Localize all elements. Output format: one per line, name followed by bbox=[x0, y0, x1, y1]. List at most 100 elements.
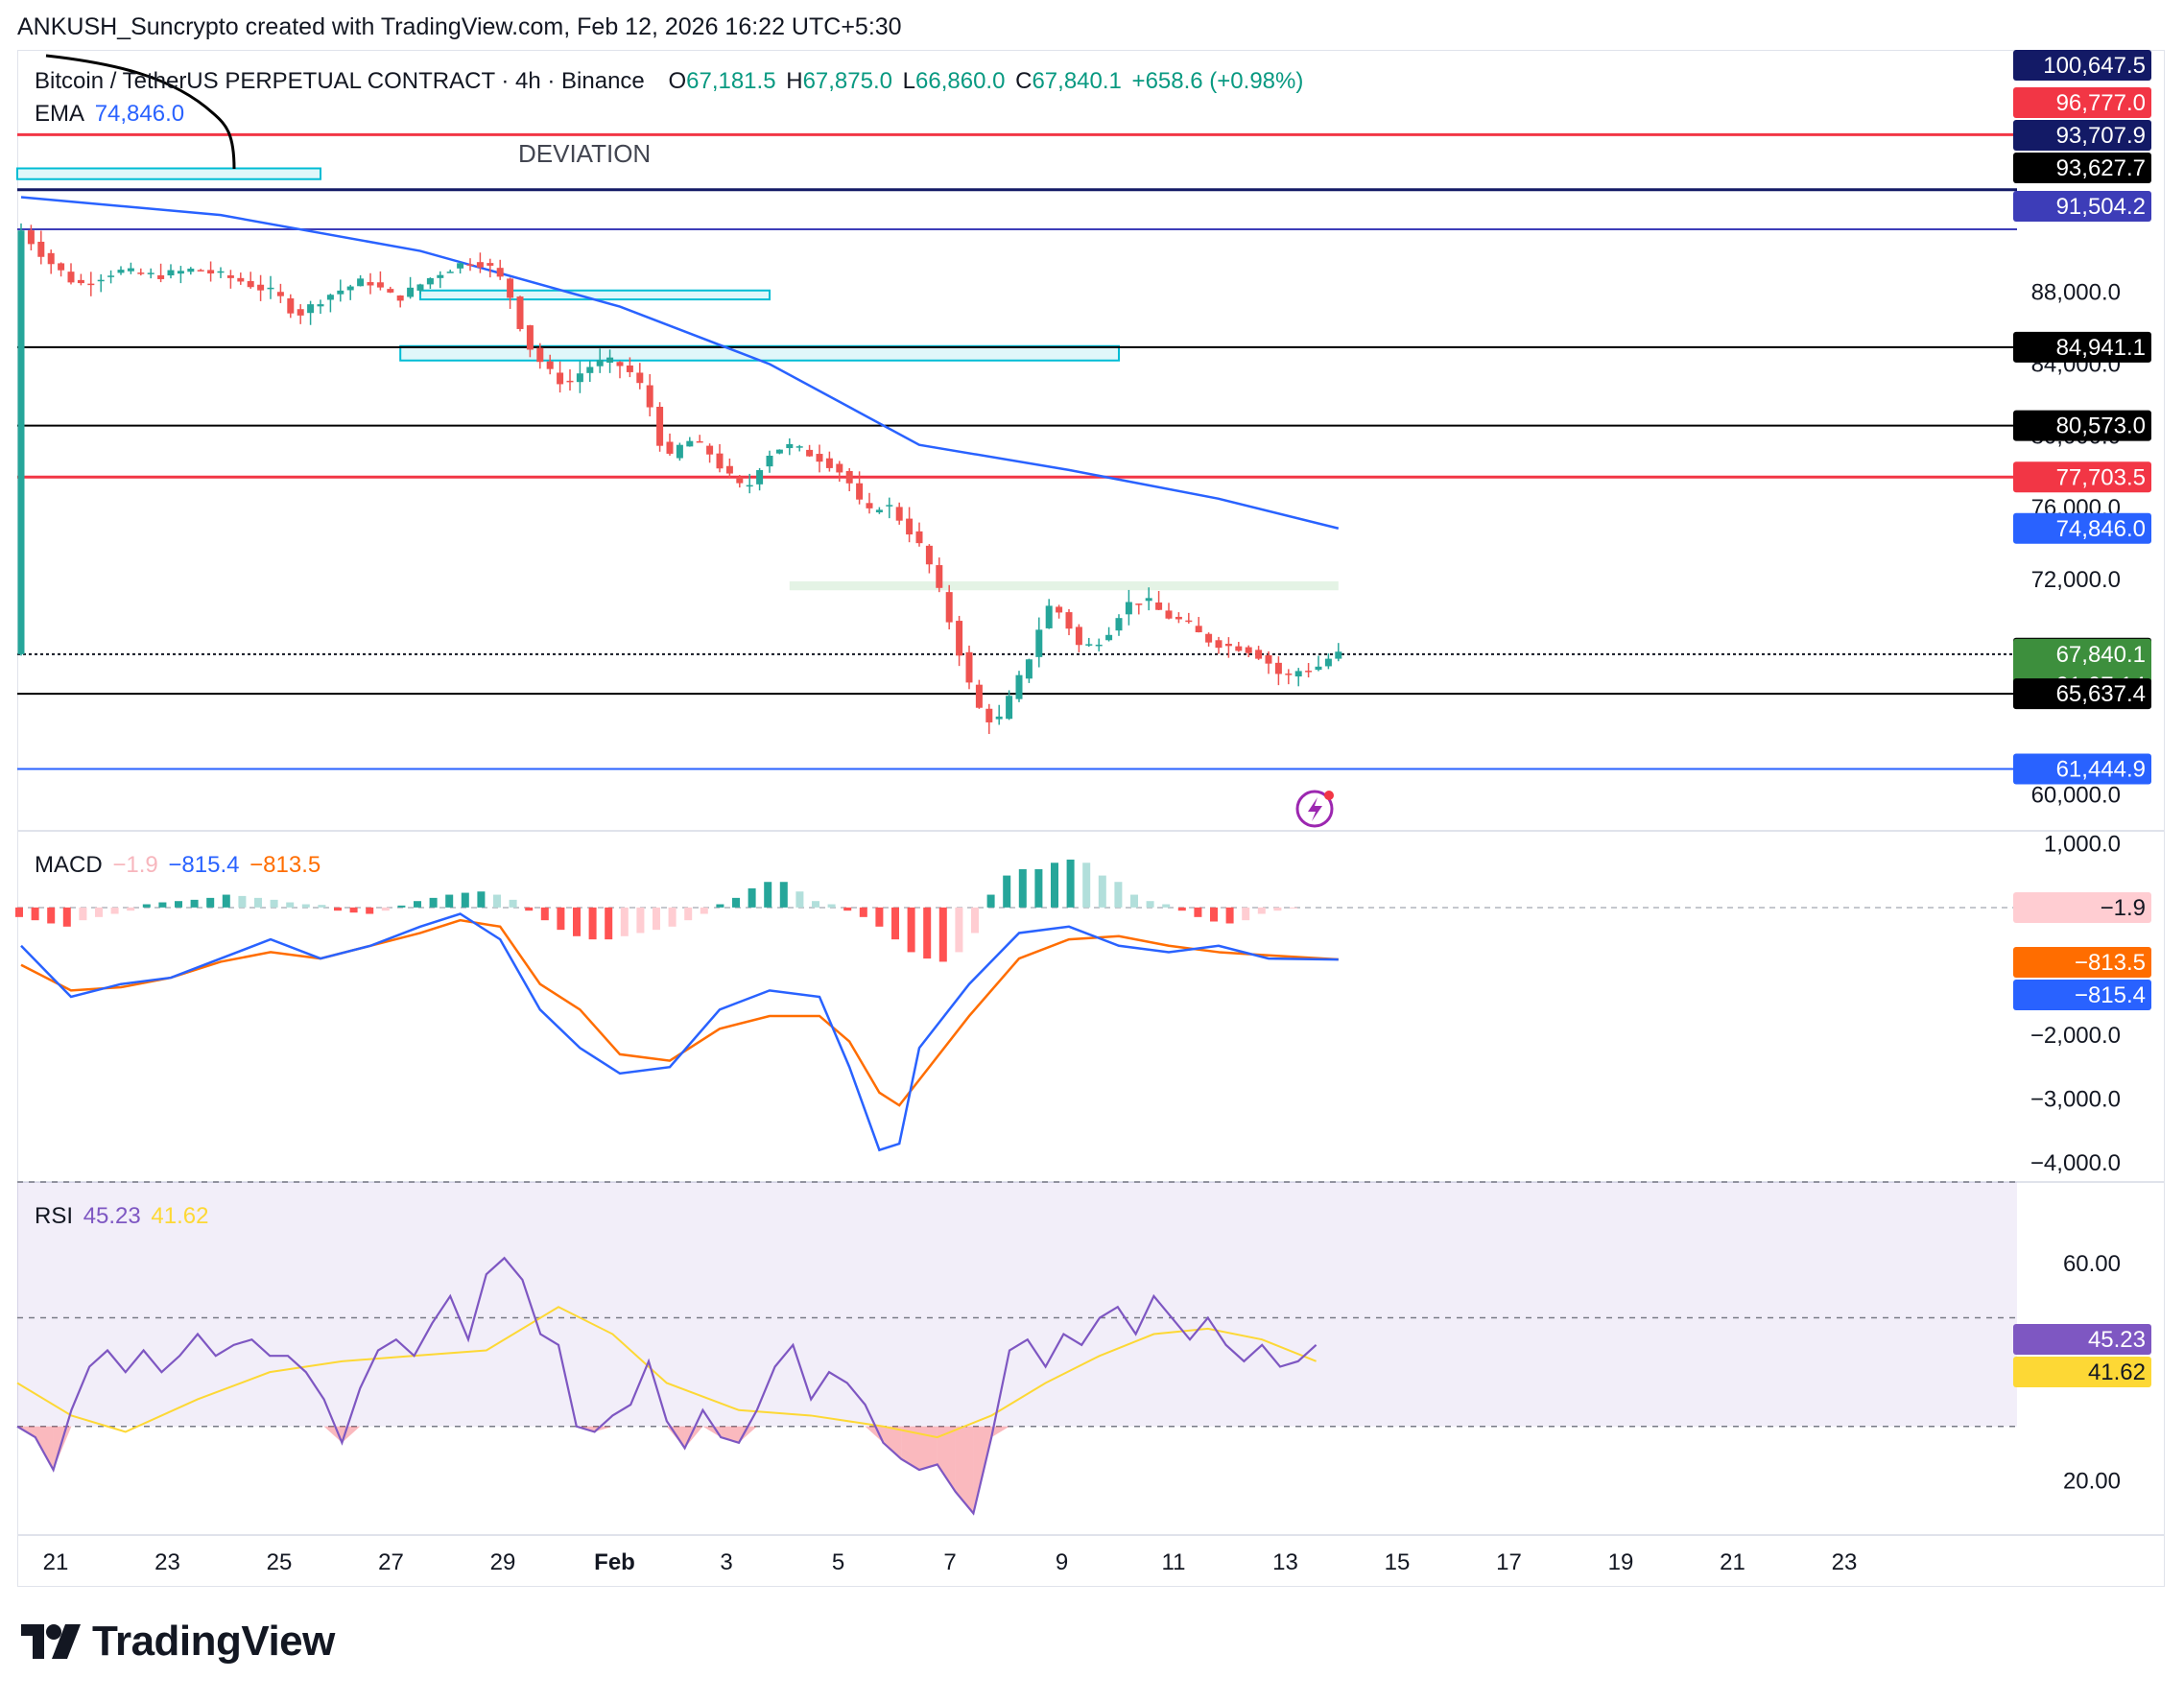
tradingview-wordmark: TradingView bbox=[92, 1618, 335, 1665]
macd-histogram-bar bbox=[636, 907, 645, 934]
candle-down bbox=[1235, 646, 1243, 651]
chart-credit: ANKUSH_Suncrypto created with TradingVie… bbox=[17, 13, 902, 40]
candle-down bbox=[77, 279, 84, 284]
tradingview-logo-icon bbox=[21, 1624, 81, 1659]
candle-up bbox=[426, 277, 434, 285]
candle-up bbox=[147, 272, 154, 274]
rsi-oversold-fill bbox=[883, 1426, 902, 1459]
level-93627-badge bbox=[2013, 153, 2151, 183]
candle-up bbox=[995, 716, 1003, 720]
candle-down bbox=[1215, 640, 1223, 649]
flash-alert-dot-icon bbox=[1324, 791, 1334, 800]
symbol-name: Bitcoin / TetherUS PERPETUAL CONTRACT · … bbox=[35, 68, 645, 94]
candle-down bbox=[536, 347, 544, 363]
candle-up bbox=[1085, 644, 1093, 646]
rsi-oversold-fill bbox=[35, 1426, 54, 1471]
high-label: H bbox=[786, 68, 803, 94]
candle-up bbox=[416, 284, 424, 291]
level-84941-badge bbox=[2013, 331, 2151, 363]
candle-down bbox=[716, 453, 724, 469]
macd-legend[interactable]: MACD −1.9 −815.4 −813.5 bbox=[35, 852, 324, 879]
candle-up bbox=[267, 287, 274, 290]
tradingview-logo[interactable]: TradingView bbox=[21, 1618, 335, 1666]
candle-down bbox=[507, 278, 514, 298]
candle-down bbox=[297, 309, 304, 316]
candle-down bbox=[257, 284, 265, 291]
macd-histogram-bar bbox=[1225, 907, 1234, 924]
candle-down bbox=[975, 684, 983, 708]
macd-histogram-bar bbox=[1257, 907, 1266, 914]
candle-up bbox=[746, 485, 753, 487]
macd-histogram-bar bbox=[509, 899, 517, 908]
candle-down bbox=[466, 264, 474, 266]
macd-histogram-bar bbox=[907, 907, 915, 953]
candle-up bbox=[17, 230, 25, 654]
candle-down bbox=[626, 365, 633, 372]
candle-down bbox=[1155, 602, 1163, 610]
macd-histogram-bar bbox=[875, 907, 884, 927]
macd-histogram-bar bbox=[859, 907, 867, 917]
level-80573-badge-label: 80,573.0 bbox=[2056, 414, 2146, 439]
macd-signal-line bbox=[20, 918, 1339, 1107]
candle-down bbox=[1195, 626, 1202, 633]
rsi-oversold-fill bbox=[684, 1426, 703, 1449]
macd-histogram-bar bbox=[158, 902, 167, 908]
macd-histogram-bar bbox=[318, 905, 326, 908]
candle-up bbox=[407, 287, 415, 297]
level-93707-badge-label: 93,707.9 bbox=[2056, 123, 2146, 149]
symbol-legend[interactable]: Bitcoin / TetherUS PERPETUAL CONTRACT · … bbox=[35, 68, 1307, 95]
macd-histogram-bar bbox=[955, 907, 963, 953]
macd-histogram-bar bbox=[812, 901, 819, 908]
price-tick-label: 88,000.0 bbox=[2031, 280, 2121, 306]
candle-down bbox=[1065, 612, 1073, 629]
macd-histogram-bar bbox=[206, 897, 215, 908]
candle-down bbox=[376, 282, 384, 288]
rsi-oversold-fill bbox=[937, 1426, 956, 1492]
level-93627-badge-label: 93,627.7 bbox=[2056, 155, 2146, 181]
macd-histogram-bar bbox=[286, 902, 295, 908]
candle-down bbox=[287, 297, 295, 314]
time-axis-label: 15 bbox=[1385, 1549, 1411, 1575]
candle-down bbox=[197, 270, 204, 272]
level-61444-badge bbox=[2013, 753, 2151, 785]
candle-up bbox=[596, 360, 604, 366]
macd-histogram-bar bbox=[349, 907, 358, 913]
ema-legend[interactable]: EMA 74,846.0 bbox=[35, 101, 188, 128]
candle-up bbox=[1324, 658, 1332, 667]
level-100647-badge bbox=[2013, 50, 2151, 81]
level-65637-badge-label: 65,637.4 bbox=[2056, 681, 2146, 707]
candle-up bbox=[1015, 674, 1023, 699]
candle-down bbox=[836, 463, 843, 473]
candle-up bbox=[1105, 634, 1113, 641]
rsi-value: 45.23 bbox=[83, 1203, 141, 1229]
rsi-legend[interactable]: RSI 45.23 41.62 bbox=[35, 1203, 212, 1230]
candle-up bbox=[117, 270, 125, 273]
macd-histogram-bar bbox=[986, 894, 995, 908]
candle-down bbox=[1265, 654, 1272, 664]
candle-down bbox=[58, 263, 65, 271]
candle-up bbox=[1115, 618, 1123, 631]
candle-down bbox=[27, 230, 35, 245]
zone-mid bbox=[419, 289, 771, 301]
candle-down bbox=[636, 372, 644, 384]
candle-down bbox=[476, 262, 484, 268]
time-axis-label: 13 bbox=[1272, 1549, 1298, 1575]
chart-frame[interactable] bbox=[17, 50, 2165, 1587]
candle-down bbox=[816, 454, 823, 462]
level-96777-badge bbox=[2013, 87, 2151, 118]
candle-up bbox=[187, 268, 195, 272]
macd-tick-label: −4,000.0 bbox=[2030, 1150, 2121, 1176]
candle-down bbox=[915, 531, 923, 544]
macd-histogram-bar bbox=[1146, 901, 1154, 908]
candle-down bbox=[1056, 606, 1063, 613]
change-value: +658.6 (+0.98%) bbox=[1131, 68, 1304, 94]
candle-down bbox=[207, 270, 215, 274]
macd-histogram-bar bbox=[461, 892, 469, 908]
candle-down bbox=[367, 282, 374, 286]
time-axis-label: 23 bbox=[1832, 1549, 1858, 1575]
candle-down bbox=[646, 385, 653, 408]
macd-histogram-bar bbox=[222, 894, 230, 908]
candle-down bbox=[845, 470, 853, 484]
flash-bolt-icon bbox=[1308, 797, 1322, 821]
